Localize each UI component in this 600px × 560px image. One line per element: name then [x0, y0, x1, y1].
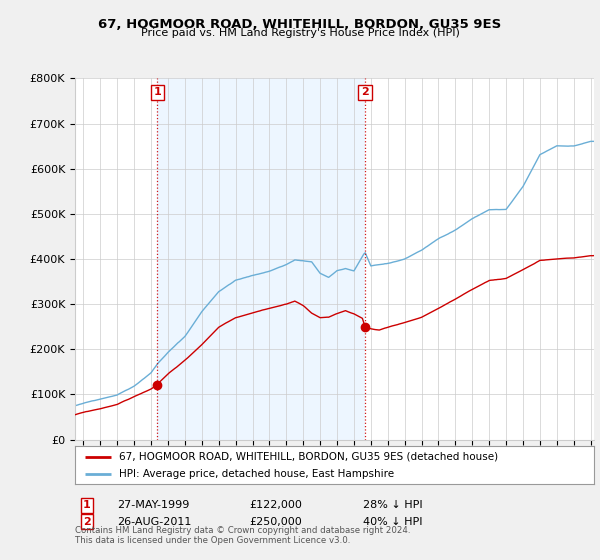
Text: 28% ↓ HPI: 28% ↓ HPI [363, 500, 422, 510]
Text: 1: 1 [83, 500, 91, 510]
Text: Contains HM Land Registry data © Crown copyright and database right 2024.
This d: Contains HM Land Registry data © Crown c… [75, 526, 410, 545]
Text: 67, HOGMOOR ROAD, WHITEHILL, BORDON, GU35 9ES (detached house): 67, HOGMOOR ROAD, WHITEHILL, BORDON, GU3… [119, 451, 498, 461]
Text: 67, HOGMOOR ROAD, WHITEHILL, BORDON, GU35 9ES: 67, HOGMOOR ROAD, WHITEHILL, BORDON, GU3… [98, 18, 502, 31]
Text: £122,000: £122,000 [249, 500, 302, 510]
Text: 2: 2 [361, 87, 369, 97]
Text: £250,000: £250,000 [249, 517, 302, 527]
Text: 2: 2 [83, 517, 91, 527]
Text: 40% ↓ HPI: 40% ↓ HPI [363, 517, 422, 527]
Text: 1: 1 [154, 87, 161, 97]
Text: 26-AUG-2011: 26-AUG-2011 [117, 517, 191, 527]
Text: Price paid vs. HM Land Registry's House Price Index (HPI): Price paid vs. HM Land Registry's House … [140, 28, 460, 38]
Text: 27-MAY-1999: 27-MAY-1999 [117, 500, 190, 510]
Bar [157, 78, 365, 440]
Text: HPI: Average price, detached house, East Hampshire: HPI: Average price, detached house, East… [119, 469, 394, 479]
